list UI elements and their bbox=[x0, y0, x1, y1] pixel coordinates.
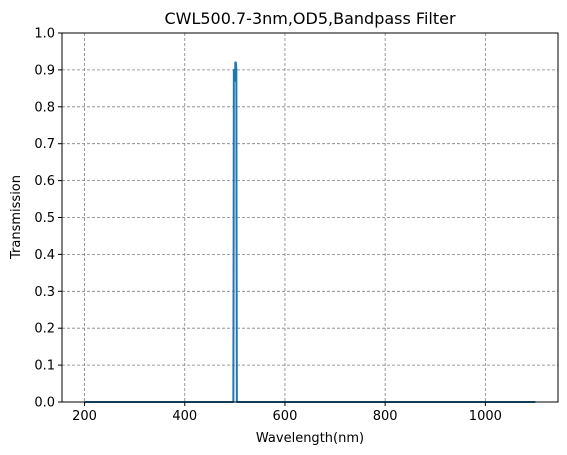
y-tick-label: 0.2 bbox=[34, 322, 55, 337]
x-axis-label: Wavelength(nm) bbox=[256, 431, 364, 446]
y-tick-label: 0.6 bbox=[34, 174, 55, 189]
chart-title: CWL500.7-3nm,OD5,Bandpass Filter bbox=[164, 9, 456, 28]
y-tick-label: 0.8 bbox=[34, 100, 55, 115]
y-tick-label: 0.7 bbox=[34, 137, 55, 152]
y-tick-label: 0.5 bbox=[34, 211, 55, 226]
x-tick-label: 200 bbox=[72, 409, 97, 424]
y-tick-label: 0.4 bbox=[34, 248, 55, 263]
x-tick-label: 400 bbox=[172, 409, 197, 424]
x-tick-label: 800 bbox=[373, 409, 398, 424]
grid bbox=[62, 33, 558, 402]
x-axis: 200 400 600 800 1000 bbox=[72, 402, 502, 424]
y-tick-label: 1.0 bbox=[34, 27, 55, 42]
y-tick-label: 0.9 bbox=[34, 63, 55, 78]
y-tick-label: 0.3 bbox=[34, 285, 55, 300]
series-layer bbox=[84, 61, 536, 403]
series-line bbox=[84, 61, 536, 403]
x-tick-label: 600 bbox=[273, 409, 298, 424]
y-tick-label: 0.0 bbox=[34, 396, 55, 411]
y-tick-label: 0.1 bbox=[34, 359, 55, 374]
plot-frame bbox=[61, 32, 559, 403]
y-axis: 0.0 0.1 0.2 0.3 0.4 0.5 0.6 0.7 0.8 0.9 1.0 bbox=[34, 27, 62, 411]
x-tick-label: 1000 bbox=[469, 409, 502, 424]
y-axis-label: Transmission bbox=[9, 175, 24, 260]
